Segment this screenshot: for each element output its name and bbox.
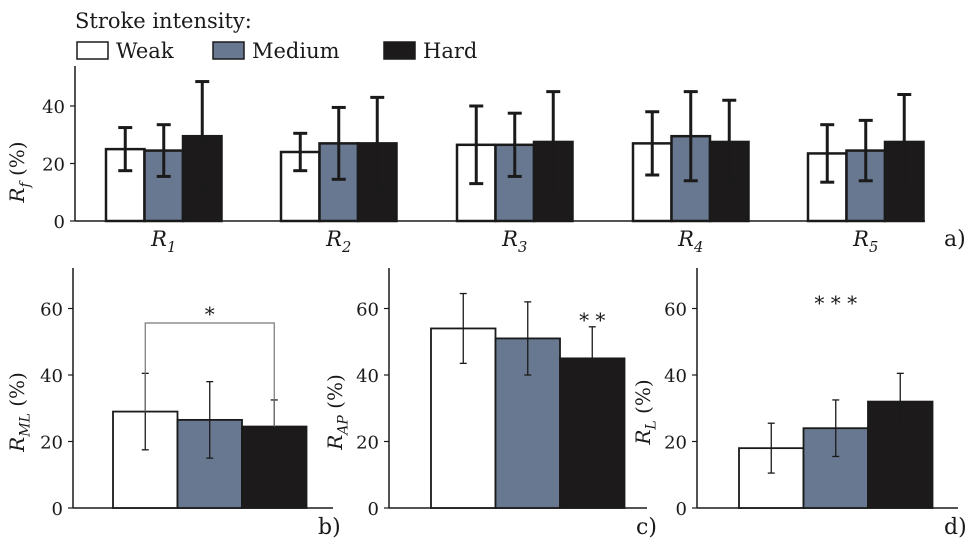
panel-c-label: c) <box>636 515 657 540</box>
panel-a-x-tick-label-main: R <box>150 227 167 251</box>
legend-swatch-medium <box>212 41 245 60</box>
panel-c-significance-marker: * * <box>579 308 605 332</box>
panel-c-y-tick-label: 0 <box>368 499 379 520</box>
panel-a-y-tick-label: 0 <box>54 212 65 233</box>
panel-c-y-tick-label: 20 <box>356 433 379 454</box>
panel-d-y-tick-label: 60 <box>664 300 687 321</box>
panel-a-y-label-main: R <box>5 188 29 204</box>
panel-d-y-tick-label: 40 <box>664 366 687 387</box>
legend-swatch-hard <box>383 41 416 60</box>
panel-a-x-tick-label-subscript: 4 <box>693 239 703 256</box>
panel-a-x-tick-label-main: R <box>677 227 694 251</box>
panel-c-y-label-main: R <box>323 435 347 451</box>
panel-b-y-tick-label: 0 <box>52 499 63 520</box>
panel-a-label: a) <box>944 227 966 252</box>
panel-c-y-label-subscript: AP <box>336 415 352 437</box>
panel-c-y-tick-label: 60 <box>356 300 379 321</box>
panel-a-x-tick-label: R2 <box>325 227 351 256</box>
panel-a-bar-weak <box>806 152 848 223</box>
panel-a-x-tick-label-subscript: 2 <box>341 239 351 256</box>
panel-b-y-tick-label: 60 <box>40 300 63 321</box>
panel-d-y-label: RL (%) <box>631 379 660 445</box>
panel-c-y-label-unit: (%) <box>323 374 347 415</box>
panel-a-y-tick-label: 20 <box>42 155 65 176</box>
panel-a-y-label-subscript: f <box>18 180 34 189</box>
panel-b-label: b) <box>318 515 341 540</box>
panel-c-y-tick-label: 40 <box>356 366 379 387</box>
panel-c-y-label: RAP (%) <box>323 374 352 451</box>
panel-b-y-label-main: R <box>5 437 29 453</box>
legend-title: Stroke intensity: <box>75 9 252 33</box>
panel-a-y-label-unit: (%) <box>5 141 29 182</box>
legend-label-medium: Medium <box>252 39 340 63</box>
panel-d-y-label-unit: (%) <box>631 379 655 420</box>
panel-d-significance-marker: * * * <box>814 291 857 315</box>
panel-d-rl-chart: 0 20 40 60 RL (%) * * * d) <box>631 268 967 540</box>
legend-label-hard: Hard <box>423 39 477 63</box>
legend-label-weak: Weak <box>116 39 174 63</box>
panel-d-y-tick-label: 0 <box>676 499 687 520</box>
panel-b-y-tick-label: 20 <box>40 433 63 454</box>
panel-a-x-tick-label-subscript: 3 <box>518 239 527 256</box>
panel-a-x-tick-label-subscript: 1 <box>167 239 176 256</box>
legend: Stroke intensity: Weak Medium Hard <box>75 9 477 63</box>
panel-a-x-tick-label: R3 <box>501 227 527 256</box>
panel-a-x-tick-label: R4 <box>677 227 703 256</box>
panel-a-y-tick-label: 40 <box>42 97 65 118</box>
panel-d-y-tick-label: 20 <box>664 433 687 454</box>
panel-a-x-tick-label: R1 <box>150 227 176 256</box>
panel-a-x-tick-label-main: R <box>501 227 518 251</box>
panel-b-rml-chart: 0 20 40 60 RML (%) * b) <box>5 268 341 540</box>
panel-c-bar-hard <box>559 357 626 509</box>
panel-b-y-tick-label: 40 <box>40 366 63 387</box>
panel-b-y-label: RML (%) <box>5 372 34 453</box>
panel-b-significance-bracket <box>144 322 275 427</box>
panel-b-significance-marker: * <box>205 302 215 326</box>
panel-a-x-tick-label-subscript: 5 <box>869 239 878 256</box>
panel-d-y-label-subscript: L <box>644 420 660 430</box>
panel-b-y-label-unit: (%) <box>5 372 29 413</box>
panel-d-label: d) <box>944 515 967 540</box>
panel-a-x-tick-label: R5 <box>852 227 878 256</box>
panel-b-y-label-subscript: ML <box>18 413 34 438</box>
panel-a-y-label: Rf (%) <box>5 141 34 203</box>
panel-d-y-label-main: R <box>631 430 655 446</box>
panel-a-x-tick-label-main: R <box>852 227 869 251</box>
panel-a-x-tick-label-main: R <box>325 227 342 251</box>
legend-swatch-weak <box>76 41 109 60</box>
